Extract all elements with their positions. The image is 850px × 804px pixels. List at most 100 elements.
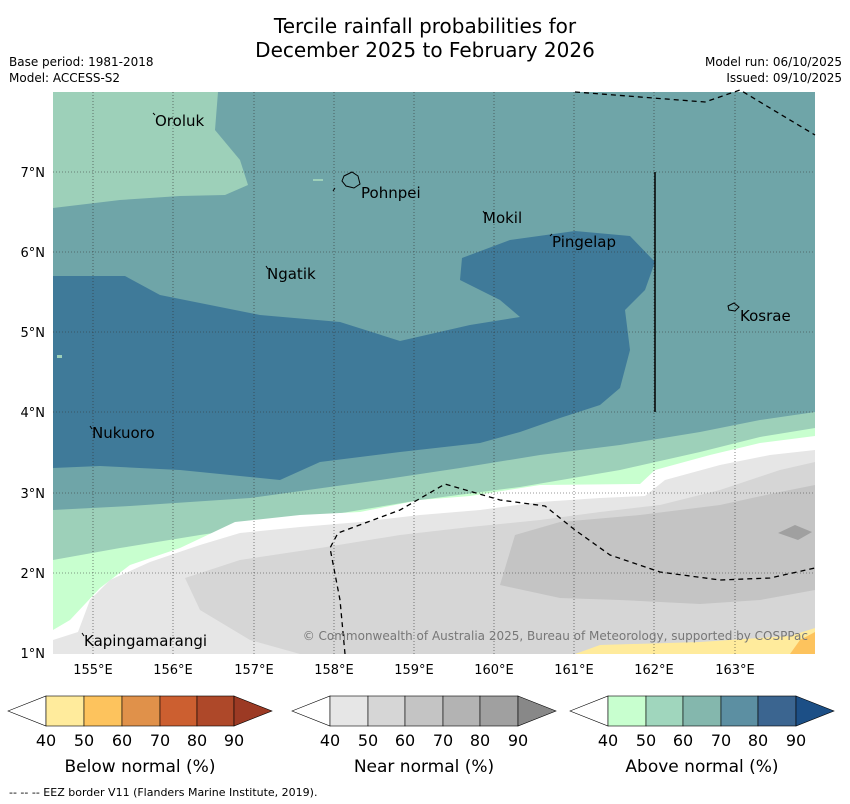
zone-near-50-60 [185,462,815,654]
zone-above-70-80 [53,231,655,480]
lon-tick: 156°E [153,663,193,678]
nukuoro-atoll [89,425,93,430]
legend-below-tick: 40 [36,731,56,750]
legend-above-swatch-6 [795,695,835,727]
legend-above-tick: 60 [673,731,693,750]
lon-tick: 157°E [234,663,274,678]
legend-near-swatch-0 [291,695,331,727]
probability-fill [53,92,815,654]
kapinga-atoll [81,632,85,637]
legend-near-tick: 80 [470,731,490,750]
legend-above-swatch-5 [757,695,797,727]
place-labels: Oroluk Pohnpei Mokil Pingelap Ngatik Kos… [84,112,791,650]
lon-axis: 155°E 156°E 157°E 158°E 159°E 160°E 161°… [73,663,755,678]
model-run: Model run: 06/10/2025 [704,55,842,69]
legend-near-tick: 50 [358,731,378,750]
legend-below-swatch-6 [233,695,273,727]
legend-above-swatch-1 [607,695,647,727]
lon-tick: 160°E [474,663,514,678]
legend-below-swatch-4 [159,695,198,727]
reef-speck [313,179,323,181]
chart-title: Tercile rainfall probabilities for Decem… [0,14,850,62]
legend-below-title: Below normal (%) [65,757,216,777]
legend-above-tick: 70 [711,731,731,750]
legend-below-tick: 90 [224,731,244,750]
place-pohnpei: Pohnpei [361,184,421,202]
legend-above-tick: 50 [636,731,656,750]
lon-tick: 155°E [73,663,113,678]
lat-tick: 4°N [21,406,46,421]
legend-below: 40 50 60 70 80 90 Below normal (%) [7,695,273,777]
pingelap-atoll [549,233,553,237]
legend-above-swatch-3 [682,695,722,727]
run-info: Model run: 06/10/2025 Issued: 09/10/2025 [705,54,842,86]
legend-near-tick: 90 [508,731,528,750]
colour-legends: 40 50 60 70 80 90 Below normal (%) 40 50… [7,695,835,777]
legend-near-swatch-4 [442,695,481,727]
zone-above-50-60-north [53,92,248,208]
legend-below-tick: 70 [150,731,170,750]
legend-near-swatch-6 [517,695,557,727]
lon-tick: 159°E [394,663,434,678]
legend-near-swatch-5 [479,695,519,727]
legend-above-swatch-2 [645,695,684,727]
lat-tick: 6°N [21,246,46,261]
issued-date: Issued: 09/10/2025 [726,71,842,85]
legend-near-tick: 70 [433,731,453,750]
eez-border [329,89,816,655]
legend-above-title: Above normal (%) [625,757,778,777]
legend-below-swatch-1 [45,695,85,727]
zone-below-50-60 [790,632,815,654]
place-oroluk: Oroluk [155,112,204,130]
legend-below-swatch-3 [121,695,161,727]
island-speck [57,355,62,358]
legend-near-swatch-3 [404,695,444,727]
lon-tick: 161°E [554,663,594,678]
legend-below-swatch-5 [196,695,235,727]
place-pingelap: Pingelap [552,233,616,251]
oroluk-atoll [152,112,156,116]
legend-below-tick: 80 [187,731,207,750]
place-nukuoro: Nukuoro [92,424,155,442]
legend-above-tick: 40 [598,731,618,750]
place-ngatik: Ngatik [267,265,316,283]
mokil-atoll [482,210,486,215]
kosrae-island [727,302,740,312]
legend-near-swatch-2 [367,695,406,727]
legend-near-tick: 40 [320,731,340,750]
lat-tick: 1°N [21,647,46,662]
eez-footnote: -- -- -- EEZ border V11 (Flanders Marine… [9,786,318,799]
title-line-1: Tercile rainfall probabilities for [273,14,577,38]
lat-tick: 3°N [21,487,46,502]
pohnpei-island [341,171,361,189]
lat-tick: 5°N [21,326,46,341]
legend-below-tick: 60 [112,731,132,750]
legend-above: 40 50 60 70 80 90 Above normal (%) [569,695,835,777]
legend-below-swatch-2 [83,695,123,727]
legend-near-tick: 60 [395,731,415,750]
legend-above-swatch-0 [569,695,609,727]
forecast-map: Oroluk Pohnpei Mokil Pingelap Ngatik Kos… [21,89,816,678]
place-kosrae: Kosrae [740,307,791,325]
ant-atoll [332,187,336,192]
model-info: Base period: 1981-2018 Model: ACCESS-S2 [9,54,154,86]
legend-above-swatch-4 [720,695,759,727]
ngatik-atoll [265,265,269,270]
lat-tick: 7°N [21,166,46,181]
legend-near-swatch-1 [329,695,369,727]
lon-tick: 158°E [314,663,354,678]
lon-tick: 162°E [634,663,674,678]
model-name: Model: ACCESS-S2 [9,71,121,85]
lon-tick: 163°E [715,663,755,678]
zone-below-40-50 [575,628,815,654]
graticule [53,92,815,654]
place-mokil: Mokil [483,209,522,227]
legend-above-tick: 80 [748,731,768,750]
base-period: Base period: 1981-2018 [9,55,154,69]
legend-above-tick: 90 [786,731,806,750]
title-line-2: December 2025 to February 2026 [255,38,595,62]
lat-tick: 2°N [21,567,46,582]
legend-below-tick: 50 [74,731,94,750]
copyright-notice: © Commonwealth of Australia 2025, Bureau… [303,629,808,643]
place-kapingamarangi: Kapingamarangi [84,632,207,650]
